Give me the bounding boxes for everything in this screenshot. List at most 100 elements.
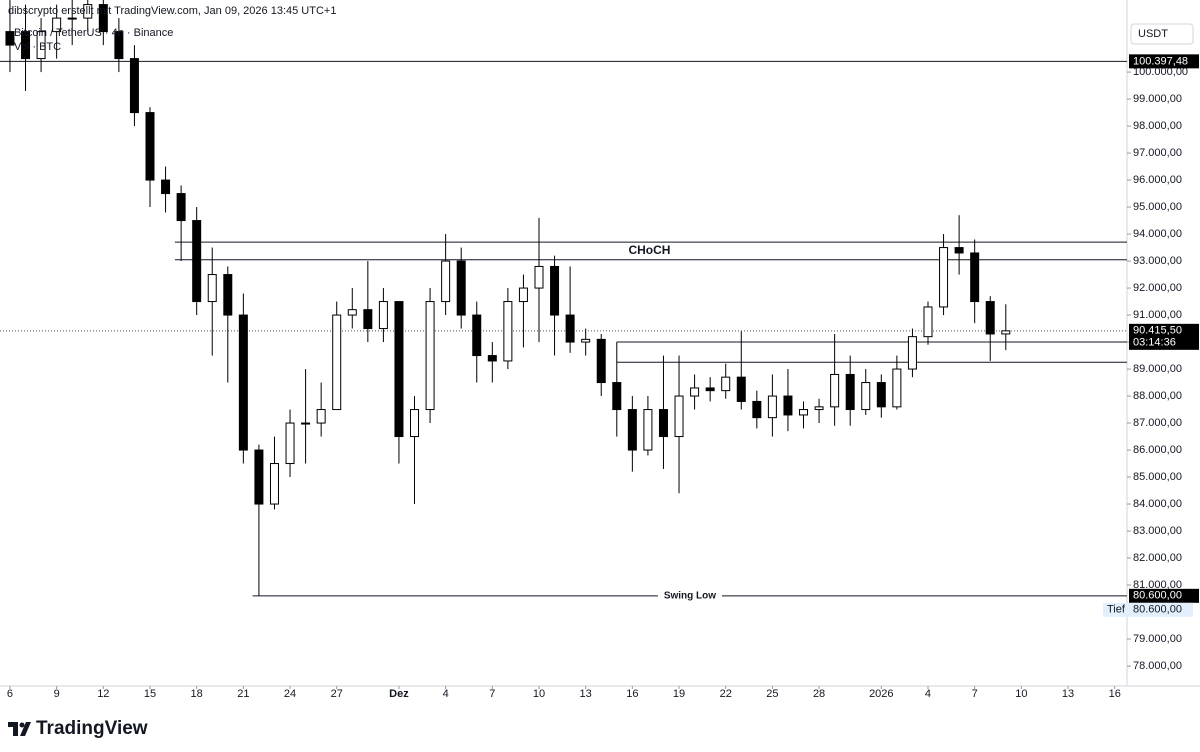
candle-body — [970, 252, 980, 303]
candle-body — [98, 4, 108, 33]
x-tick-label: 10 — [1015, 688, 1027, 700]
candle-body — [814, 406, 824, 411]
candle-body — [550, 265, 560, 316]
y-tick-label: 95.000,00 — [1133, 201, 1182, 213]
x-tick-label: 18 — [191, 688, 203, 700]
x-tick-label: Dez — [389, 688, 409, 700]
candle-body — [1001, 330, 1011, 335]
candle-body — [596, 338, 606, 384]
level-text-bg — [657, 588, 722, 603]
candle-body — [518, 287, 528, 303]
candle-body — [472, 314, 482, 357]
logo[interactable]: TradingView — [8, 718, 148, 739]
y-tick-label: 100.000,00 — [1133, 66, 1188, 78]
candle-body — [845, 373, 855, 411]
y-tick-label: 97.000,00 — [1133, 147, 1182, 159]
level-text: CHoCH — [628, 243, 670, 257]
candle-body — [301, 422, 311, 425]
candle-body — [767, 395, 777, 419]
candle-body — [238, 314, 248, 451]
candle-body — [752, 400, 762, 419]
candle-body — [487, 355, 497, 362]
candle-body — [783, 395, 793, 416]
candle-body — [316, 409, 326, 424]
low-marker-bg — [1103, 602, 1193, 617]
candle-body — [332, 314, 342, 411]
currency-box[interactable] — [1130, 23, 1194, 45]
price-label: 100.397,48 — [1133, 55, 1188, 67]
level-text: Swing Low — [664, 590, 716, 601]
x-tick-label: 9 — [54, 688, 60, 700]
symbol[interactable]: Bitcoin / TetherUS · 4h · Binance — [14, 27, 173, 39]
x-tick-label: 16 — [1109, 688, 1121, 700]
x-tick-label: 15 — [144, 688, 156, 700]
candle-body — [378, 301, 388, 330]
last-price-bg — [1129, 323, 1199, 350]
candle-body — [534, 265, 544, 289]
candle-body — [985, 301, 995, 335]
candle-body — [565, 314, 575, 343]
x-tick-label: 19 — [673, 688, 685, 700]
y-tick-label: 81.000,00 — [1133, 579, 1182, 591]
candle-body — [36, 31, 46, 60]
candle-body — [674, 395, 684, 438]
x-tick-label: 24 — [284, 688, 296, 700]
candle-body — [207, 274, 217, 303]
brand[interactable]: TradingView — [36, 718, 148, 739]
candle-body — [581, 338, 591, 343]
x-tick-label: 7 — [489, 688, 495, 700]
low-marker-label: 80.600,00 — [1133, 604, 1182, 616]
candle-body — [394, 301, 404, 438]
x-tick-label: 16 — [626, 688, 638, 700]
y-tick-label: 89.000,00 — [1133, 363, 1182, 375]
overlay: 78.000,0079.000,0080.000,0081.000,0082.0… — [7, 54, 1199, 700]
y-tick-label: 94.000,00 — [1133, 228, 1182, 240]
y-tick-label: 93.000,00 — [1133, 255, 1182, 267]
candle-body — [861, 382, 871, 411]
candle-body — [923, 306, 933, 338]
x-tick-label: 4 — [925, 688, 931, 700]
candle-body — [269, 463, 279, 505]
y-tick-label: 99.000,00 — [1133, 93, 1182, 105]
y-tick-label: 88.000,00 — [1133, 390, 1182, 402]
candle-body — [52, 17, 62, 33]
candle-body — [627, 409, 637, 451]
candle-body — [347, 309, 357, 316]
x-tick-label: 28 — [813, 688, 825, 700]
candle-body — [705, 387, 715, 392]
y-tick-label: 87.000,00 — [1133, 417, 1182, 429]
header: dibscrypto erstellt mit TradingView.com,… — [8, 5, 336, 17]
y-tick-label: 96.000,00 — [1133, 174, 1182, 186]
candle-body — [145, 112, 155, 181]
low-marker-text: Tief — [1107, 604, 1126, 616]
candle-body — [161, 179, 171, 195]
currency[interactable]: USDT — [1138, 28, 1168, 40]
y-tick-label: 91.000,00 — [1133, 309, 1182, 321]
volume-label[interactable]: Vol · BTC — [14, 41, 61, 53]
candle-body — [285, 422, 295, 465]
candle-body — [939, 247, 949, 308]
candle-body — [892, 368, 902, 408]
candle-body — [612, 382, 622, 411]
candle-body — [410, 409, 420, 438]
x-tick-label: 4 — [443, 688, 449, 700]
x-tick-label: 6 — [7, 688, 13, 700]
x-tick-label: 25 — [766, 688, 778, 700]
candle-body — [67, 17, 77, 20]
candle-body — [690, 387, 700, 397]
x-tick-label: 21 — [237, 688, 249, 700]
candle-body — [736, 376, 746, 402]
countdown: 03:14:36 — [1133, 337, 1176, 349]
candle-body — [114, 31, 124, 60]
price-label-bg — [1129, 588, 1199, 603]
x-tick-label: 22 — [720, 688, 732, 700]
candle-body — [425, 301, 435, 411]
candle-body — [441, 260, 451, 303]
candle-body — [192, 220, 202, 303]
y-tick-label: 92.000,00 — [1133, 282, 1182, 294]
x-tick-label: 13 — [1062, 688, 1074, 700]
plot-area — [0, 0, 1127, 597]
x-tick-label: 13 — [580, 688, 592, 700]
x-tick-label: 27 — [331, 688, 343, 700]
candle-body — [799, 409, 809, 416]
